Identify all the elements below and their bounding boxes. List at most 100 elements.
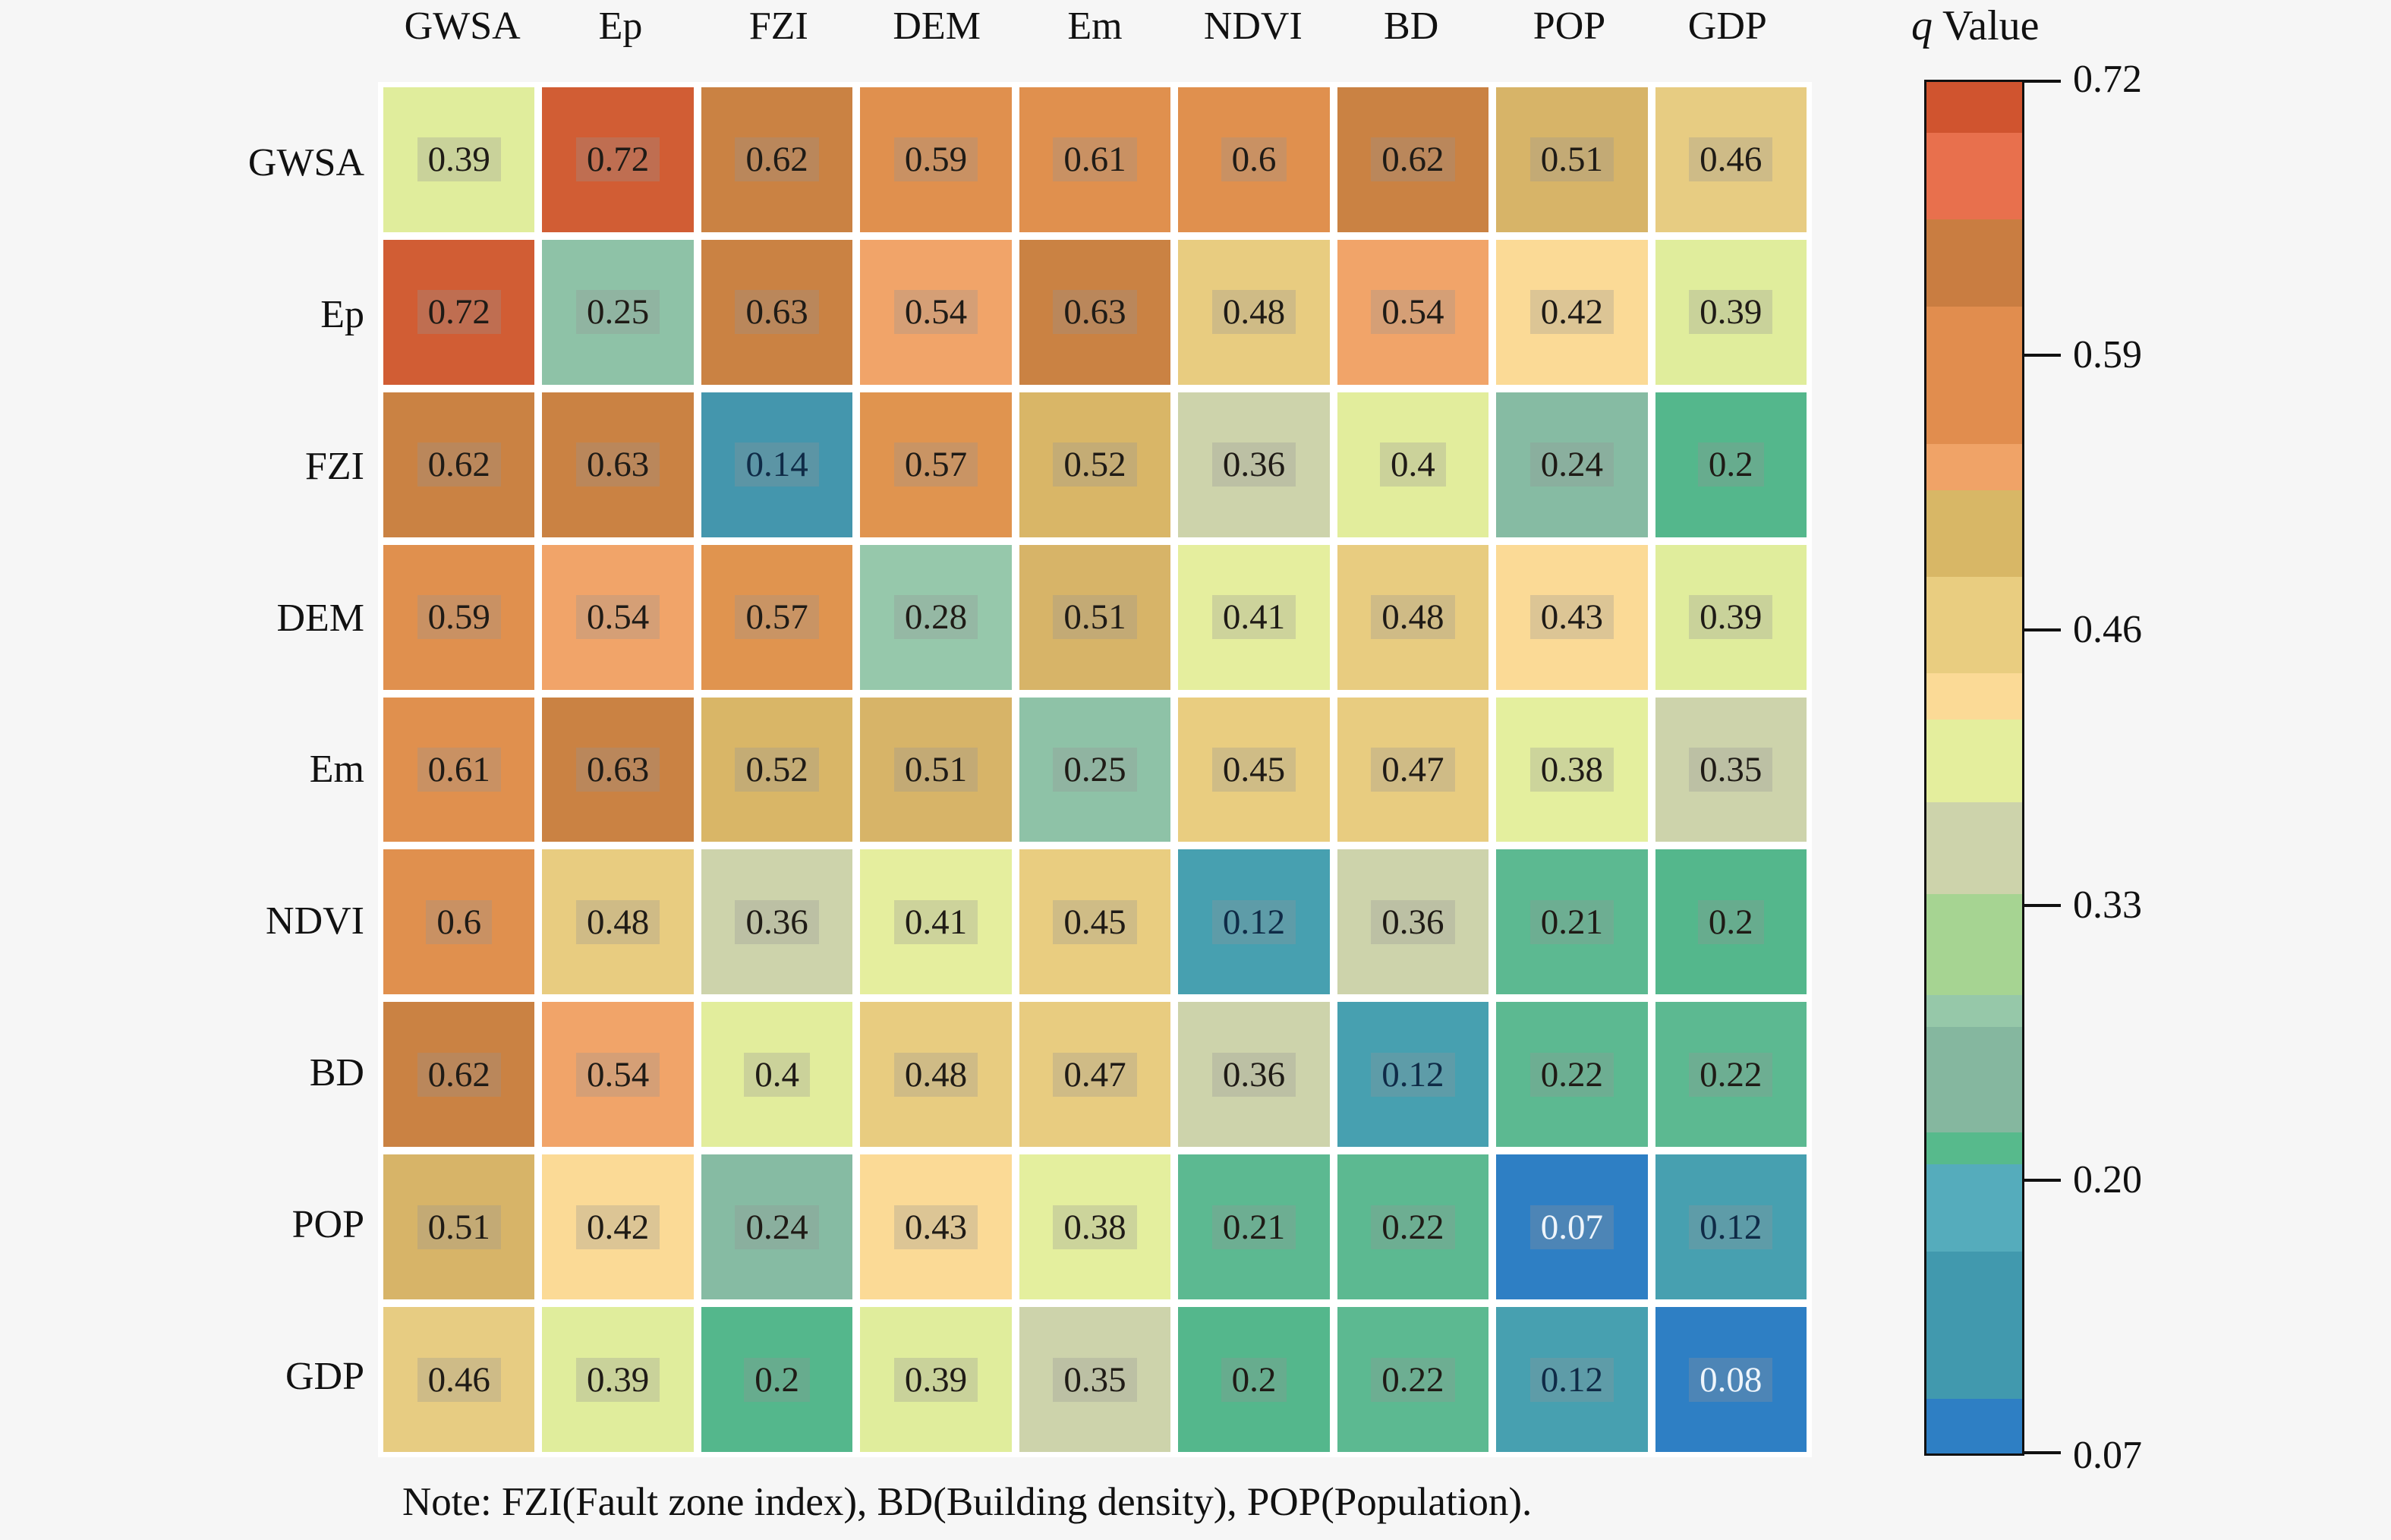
heatmap-cell-GDP-GDP: 0.08: [1655, 1307, 1807, 1452]
row-label-Em: Em: [309, 748, 364, 792]
heatmap-cell-Em-POP: 0.38: [1496, 697, 1648, 842]
heatmap-cell-Ep-FZI: 0.63: [701, 239, 853, 385]
colorbar-tick-label-0.20: 0.20: [2073, 1158, 2142, 1202]
colorbar-tick-label-0.07: 0.07: [2073, 1434, 2142, 1477]
column-header-GDP: GDP: [1687, 5, 1767, 48]
cell-value: 0.36: [1371, 899, 1455, 944]
heatmap-cell-GDP-Ep: 0.39: [542, 1307, 694, 1452]
cell-value: 0.39: [1689, 595, 1773, 640]
colorbar-tick-0.20: [2024, 1179, 2061, 1183]
heatmap-cell-GDP-POP: 0.12: [1496, 1307, 1648, 1452]
column-header-FZI: FZI: [748, 5, 808, 48]
cell-value: 0.46: [1689, 137, 1773, 182]
row-label-GWSA: GWSA: [247, 141, 364, 185]
cell-value: 0.24: [735, 1205, 819, 1249]
heatmap-cell-DEM-BD: 0.48: [1337, 544, 1489, 690]
cell-value: 0.45: [1053, 899, 1137, 944]
heatmap-cell-BD-DEM: 0.48: [860, 1002, 1012, 1148]
heatmap-cell-Ep-BD: 0.54: [1337, 239, 1489, 385]
heatmap-cell-GWSA-FZI: 0.62: [701, 87, 853, 232]
heatmap-cell-Ep-POP: 0.42: [1496, 239, 1648, 385]
cell-value: 0.43: [893, 1205, 978, 1249]
heatmap-cell-BD-POP: 0.22: [1496, 1002, 1648, 1148]
row-label-NDVI: NDVI: [266, 899, 364, 943]
colorbar-band-0: [1926, 82, 2022, 133]
cell-value: 0.42: [576, 1205, 660, 1249]
heatmap-cell-Em-NDVI: 0.45: [1178, 697, 1330, 842]
cell-value: 0.12: [1689, 1205, 1773, 1249]
heatmap-cell-POP-BD: 0.22: [1337, 1154, 1489, 1300]
heatmap-cell-Ep-Em: 0.63: [1019, 239, 1171, 385]
heatmap-cell-POP-Ep: 0.42: [542, 1154, 694, 1300]
heatmap-cell-DEM-Ep: 0.54: [542, 544, 694, 690]
heatmap-cell-DEM-DEM: 0.28: [860, 544, 1012, 690]
heatmap-cell-Ep-GDP: 0.39: [1655, 239, 1807, 385]
heatmap-cell-NDVI-Ep: 0.48: [542, 849, 694, 995]
cell-value: 0.36: [1211, 1052, 1296, 1097]
heatmap-cell-POP-DEM: 0.43: [860, 1154, 1012, 1300]
row-label-GDP: GDP: [285, 1354, 364, 1398]
heatmap-cell-BD-NDVI: 0.36: [1178, 1002, 1330, 1148]
cell-value: 0.2: [744, 1357, 810, 1402]
cell-value: 0.63: [1053, 290, 1137, 335]
heatmap-cell-FZI-BD: 0.4: [1337, 392, 1489, 537]
colorbar-band-13: [1926, 1132, 2022, 1164]
cell-value: 0.36: [1211, 442, 1296, 487]
cell-value: 0.51: [893, 747, 978, 792]
heatmap-cell-BD-GDP: 0.22: [1655, 1002, 1807, 1148]
heatmap-cell-DEM-GWSA: 0.59: [383, 544, 535, 690]
column-header-Ep: Ep: [598, 5, 643, 48]
cell-value: 0.51: [1529, 137, 1614, 182]
cell-value: 0.59: [417, 595, 501, 640]
heatmap-cell-NDVI-BD: 0.36: [1337, 849, 1489, 995]
colorbar: [1924, 80, 2024, 1456]
colorbar-band-8: [1926, 720, 2022, 802]
cell-value: 0.08: [1689, 1357, 1773, 1402]
heatmap-cell-BD-BD: 0.12: [1337, 1002, 1489, 1148]
cell-value: 0.63: [576, 747, 660, 792]
heatmap-cell-GWSA-Em: 0.61: [1019, 87, 1171, 232]
heatmap-cell-GDP-FZI: 0.2: [701, 1307, 853, 1452]
colorbar-band-5: [1926, 490, 2022, 578]
cell-value: 0.63: [576, 442, 660, 487]
cell-value: 0.39: [893, 1357, 978, 1402]
row-label-DEM: DEM: [276, 596, 364, 640]
row-label-POP: POP: [291, 1202, 364, 1246]
cell-value: 0.51: [417, 1205, 501, 1249]
cell-value: 0.6: [1221, 137, 1287, 182]
heatmap-cell-FZI-GWSA: 0.62: [383, 392, 535, 537]
heatmap-cell-BD-GWSA: 0.62: [383, 1002, 535, 1148]
heatmap-cell-DEM-POP: 0.43: [1496, 544, 1648, 690]
cell-value: 0.54: [576, 1052, 660, 1097]
colorbar-tick-label-0.33: 0.33: [2073, 883, 2142, 927]
colorbar-band-9: [1926, 801, 2022, 894]
heatmap-cell-GWSA-GWSA: 0.39: [383, 87, 535, 232]
heatmap-cell-FZI-Em: 0.52: [1019, 392, 1171, 537]
cell-value: 0.62: [1371, 137, 1455, 182]
column-header-Em: Em: [1067, 5, 1123, 48]
heatmap-cell-NDVI-NDVI: 0.12: [1178, 849, 1330, 995]
cell-value: 0.2: [1697, 442, 1764, 487]
heatmap-cell-POP-GDP: 0.12: [1655, 1154, 1807, 1300]
cell-value: 0.28: [893, 595, 978, 640]
heatmap-cell-Em-BD: 0.47: [1337, 697, 1489, 842]
heatmap-cell-POP-NDVI: 0.21: [1178, 1154, 1330, 1300]
cell-value: 0.22: [1689, 1052, 1773, 1097]
cell-value: 0.38: [1529, 747, 1614, 792]
cell-value: 0.2: [1221, 1357, 1287, 1402]
colorbar-band-16: [1926, 1398, 2022, 1453]
colorbar-band-12: [1926, 1027, 2022, 1133]
cell-value: 0.62: [735, 137, 819, 182]
cell-value: 0.12: [1371, 1052, 1455, 1097]
heatmap-cell-DEM-NDVI: 0.41: [1178, 544, 1330, 690]
colorbar-tick-0.33: [2024, 903, 2061, 907]
cell-value: 0.61: [1053, 137, 1137, 182]
heatmap-cell-POP-GWSA: 0.51: [383, 1154, 535, 1300]
cell-value: 0.39: [417, 137, 501, 182]
heatmap-cell-BD-Ep: 0.54: [542, 1002, 694, 1148]
cell-value: 0.41: [1211, 595, 1296, 640]
colorbar-title: q Value: [1911, 2, 2040, 50]
cell-value: 0.57: [893, 442, 978, 487]
heatmap-cell-GDP-GWSA: 0.46: [383, 1307, 535, 1452]
